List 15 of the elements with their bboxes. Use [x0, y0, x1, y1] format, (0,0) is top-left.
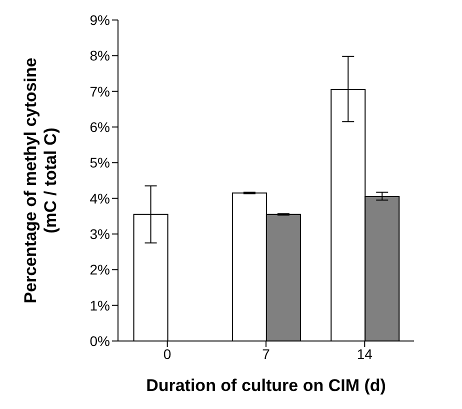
y-tick-label: 3%	[90, 226, 110, 242]
y-axis-title: Percentage of methyl cytosine (mC / total C)	[21, 58, 60, 304]
y-tick-label: 2%	[90, 262, 110, 278]
y-tick-label: 7%	[90, 83, 110, 100]
y-tick-label: 5%	[90, 154, 110, 171]
y-tick-label: 6%	[90, 118, 110, 135]
y-tick-label: 0%	[90, 332, 110, 349]
y-tick-label: 4%	[90, 190, 110, 206]
y-tick-label: 1%	[90, 297, 110, 314]
x-tick-label: 7	[262, 346, 270, 362]
x-axis-title: Duration of culture on CIM (d)	[146, 376, 386, 395]
y-tick-label: 9%	[90, 12, 110, 28]
x-tick-label: 14	[356, 346, 373, 362]
x-tick-label: 0	[163, 346, 172, 362]
y-tick-label: 8%	[90, 48, 110, 64]
